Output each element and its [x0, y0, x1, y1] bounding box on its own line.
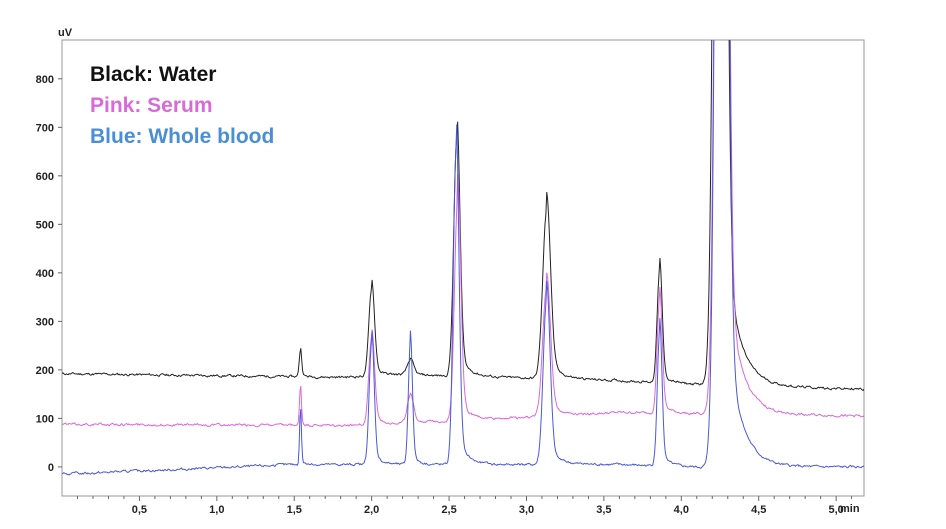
x-unit-label: min [840, 503, 860, 515]
y-tick-label: 200 [36, 365, 54, 377]
y-tick-label: 400 [36, 268, 54, 280]
x-tick-label: 3,0 [519, 504, 534, 516]
series-line-2 [62, 40, 864, 476]
x-axis: 0,5 1,0 1,5 2,0 2,5 3,0 3,5 4,0 4,5 5,0 [76, 496, 853, 516]
x-tick-label: 0,5 [132, 504, 147, 516]
x-tick-label: 4,5 [751, 504, 766, 516]
plot-frame [61, 39, 865, 497]
series-group [62, 40, 864, 476]
y-unit-label: uV [58, 27, 73, 39]
y-tick-label: 600 [36, 171, 54, 183]
legend: Black: Water Pink: Serum Blue: Whole blood [90, 63, 274, 148]
legend-entry: Pink: Serum [90, 94, 213, 117]
x-tick-label: 2,0 [364, 504, 379, 516]
x-tick-label: 2,5 [441, 504, 456, 516]
x-tick-label: 4,0 [674, 504, 689, 516]
series-line-0 [62, 40, 864, 392]
x-tick-label: 1,0 [209, 504, 224, 516]
series-line-1 [62, 40, 864, 428]
y-tick-label: 300 [36, 316, 54, 328]
y-tick-label: 700 [36, 122, 54, 134]
y-tick-label: 0 [48, 462, 54, 474]
y-axis: 0 100 200 300 400 500 600 700 800 [36, 74, 62, 474]
y-tick-label: 100 [36, 413, 54, 425]
legend-entry: Black: Water [90, 63, 216, 86]
y-tick-label: 800 [36, 74, 54, 86]
x-tick-label: 3,5 [596, 504, 611, 516]
x-tick-label: 5,0 [828, 504, 843, 516]
legend-entry: Blue: Whole blood [90, 125, 274, 148]
y-tick-label: 500 [36, 219, 54, 231]
x-tick-label: 1,5 [287, 504, 302, 516]
